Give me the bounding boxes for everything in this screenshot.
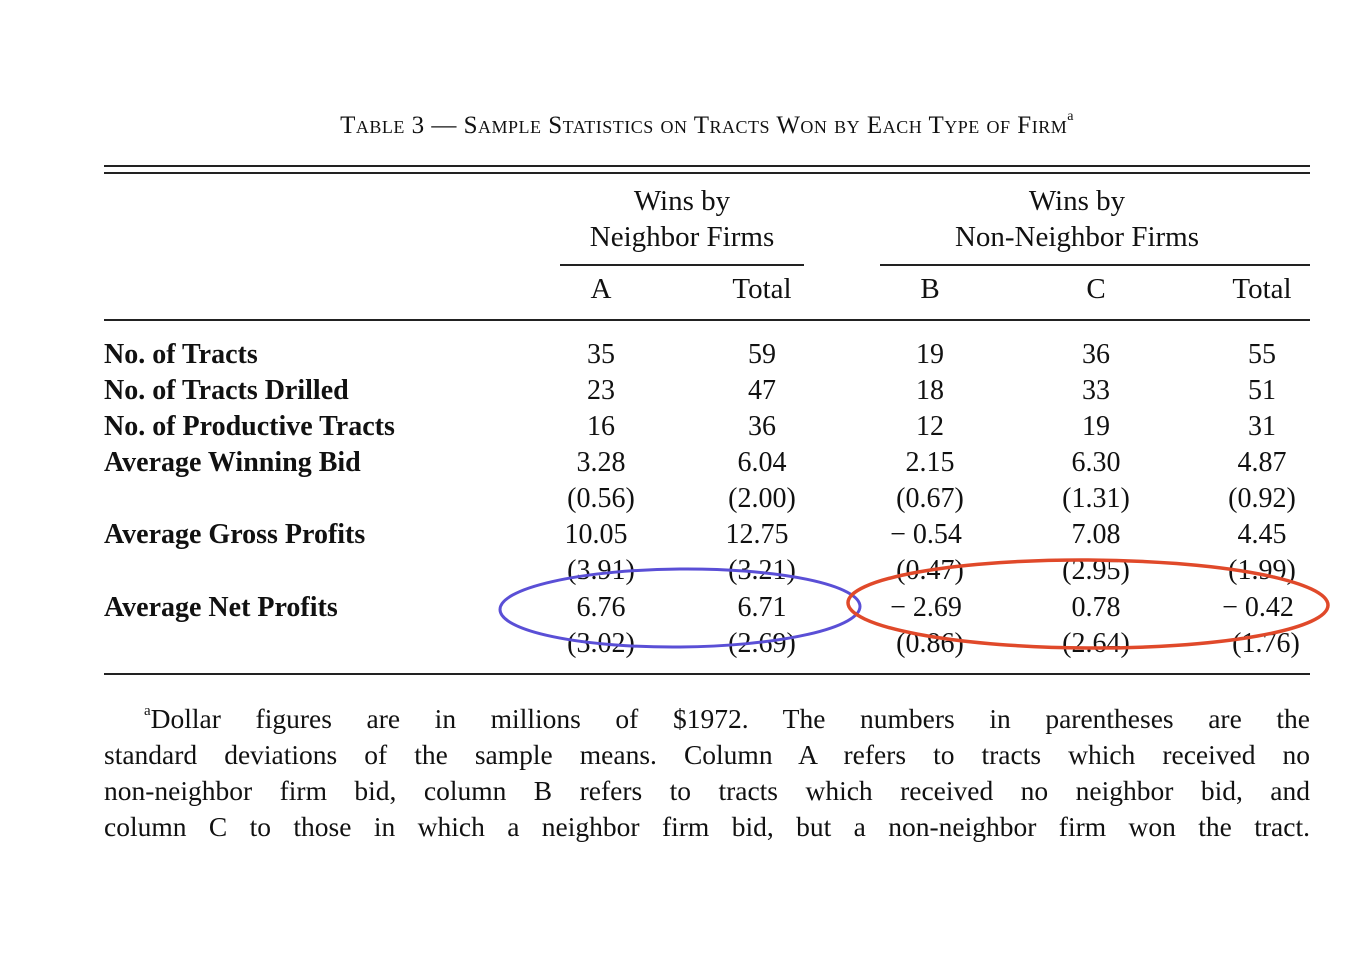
table-cell: 3.28 (576, 447, 626, 478)
column-header-c: C (1086, 273, 1106, 305)
table-cell-sd: (2.69) (728, 628, 796, 659)
column-header-nonneighbor-total: Total (1232, 273, 1292, 305)
group-header-nonneighbor-line1: Wins by (1028, 185, 1126, 217)
group-header-neighbor-line2: Neighbor Firms (589, 221, 775, 253)
table-cell: 6.76 (576, 592, 626, 623)
table-cell-sd: (2.00) (728, 483, 796, 514)
table-cell: 36 (1082, 339, 1110, 370)
row-label-no-of-tracts: No. of Tracts (104, 339, 258, 370)
table-cell: − 0.42 (1222, 592, 1294, 623)
table-cell: 7.08 (1071, 519, 1121, 550)
table-cell-sd: (3.21) (728, 555, 796, 586)
group-header-neighbor-line1: Wins by (633, 185, 731, 217)
table-cell: 16 (587, 411, 615, 442)
column-header-b: B (920, 273, 940, 305)
table-cell: − 0.54 (890, 519, 962, 550)
row-label-no-of-tracts-drilled: No. of Tracts Drilled (104, 375, 349, 406)
footnote-line-1: aDollar figures are in millions of $1972… (104, 696, 1310, 737)
table-footnote: aDollar figures are in millions of $1972… (104, 696, 1310, 845)
group-header-nonneighbor-line2: Non-Neighbor Firms (954, 221, 1200, 253)
footnote-line-4: column C to those in which a neighbor fi… (104, 811, 1310, 843)
table-cell: 35 (587, 339, 615, 370)
table-cell-sd: (3.02) (567, 628, 635, 659)
table-cell-sd: (0.47) (896, 555, 964, 586)
table-cell: 19 (1082, 411, 1110, 442)
footnote-line-1-text: Dollar figures are in millions of $1972.… (150, 703, 1310, 735)
table-cell: 47 (748, 375, 776, 406)
group-rule-nonneighbor (880, 264, 1310, 266)
column-header-a: A (590, 273, 612, 305)
table-cell: 23 (587, 375, 615, 406)
table-cell-sd: (3.91) (567, 555, 635, 586)
table-cell: 12.75 (725, 519, 789, 550)
footnote-line-2: standard deviations of the sample means.… (104, 739, 1310, 771)
table-cell-sd: (0.67) (896, 483, 964, 514)
table-cell: 6.71 (737, 592, 787, 623)
row-label-no-of-productive-tracts: No. of Productive Tracts (104, 411, 395, 442)
table-cell: 10.05 (564, 519, 628, 550)
row-label-average-gross-profits: Average Gross Profits (104, 519, 366, 550)
row-label-average-winning-bid: Average Winning Bid (104, 447, 361, 478)
table-cell: 4.45 (1237, 519, 1287, 550)
table-cell-sd: (1.31) (1062, 483, 1130, 514)
column-header-neighbor-total: Total (732, 273, 792, 305)
table-caption-text: Table 3 — Sample Statistics on Tracts Wo… (340, 112, 1068, 139)
table-cell: 33 (1082, 375, 1110, 406)
table-cell: 6.30 (1071, 447, 1121, 478)
table-cell-sd: (2.64) (1062, 628, 1130, 659)
table-cell-sd: (0.92) (1228, 483, 1296, 514)
table-cell: 31 (1248, 411, 1276, 442)
table-cell: 0.78 (1071, 592, 1121, 623)
footnote-mark: a (144, 703, 151, 719)
table-cell-sd: (0.86) (896, 628, 964, 659)
table-cell: 55 (1248, 339, 1276, 370)
group-header-nonneighbor: Wins by Non-Neighbor Firms (880, 183, 1274, 255)
group-rule-neighbor (560, 264, 804, 266)
table-cell: 6.04 (737, 447, 787, 478)
table-cell-sd: (1.76) (1232, 628, 1300, 659)
table-cell: 18 (916, 375, 944, 406)
table-cell: 2.15 (905, 447, 955, 478)
table-cell: 4.87 (1237, 447, 1287, 478)
table-cell-sd: (1.99) (1228, 555, 1296, 586)
table-cell-sd: (0.56) (567, 483, 635, 514)
row-label-average-net-profits: Average Net Profits (104, 592, 338, 623)
footnote-line-3: non-neighbor firm bid, column B refers t… (104, 775, 1310, 807)
bottom-rule (104, 673, 1310, 675)
table-cell: 19 (916, 339, 944, 370)
group-header-neighbor: Wins by Neighbor Firms (560, 183, 804, 255)
caption-footnote-mark: a (1067, 108, 1074, 124)
top-rule-1 (104, 165, 1310, 167)
table-cell: − 2.69 (890, 592, 962, 623)
table-cell: 36 (748, 411, 776, 442)
top-rule-2 (104, 172, 1310, 174)
table-cell-sd: (2.95) (1062, 555, 1130, 586)
header-rule (104, 319, 1310, 321)
table-cell: 51 (1248, 375, 1276, 406)
table-caption: Table 3 — Sample Statistics on Tracts Wo… (104, 108, 1310, 140)
table-cell: 12 (916, 411, 944, 442)
table-cell: 59 (748, 339, 776, 370)
